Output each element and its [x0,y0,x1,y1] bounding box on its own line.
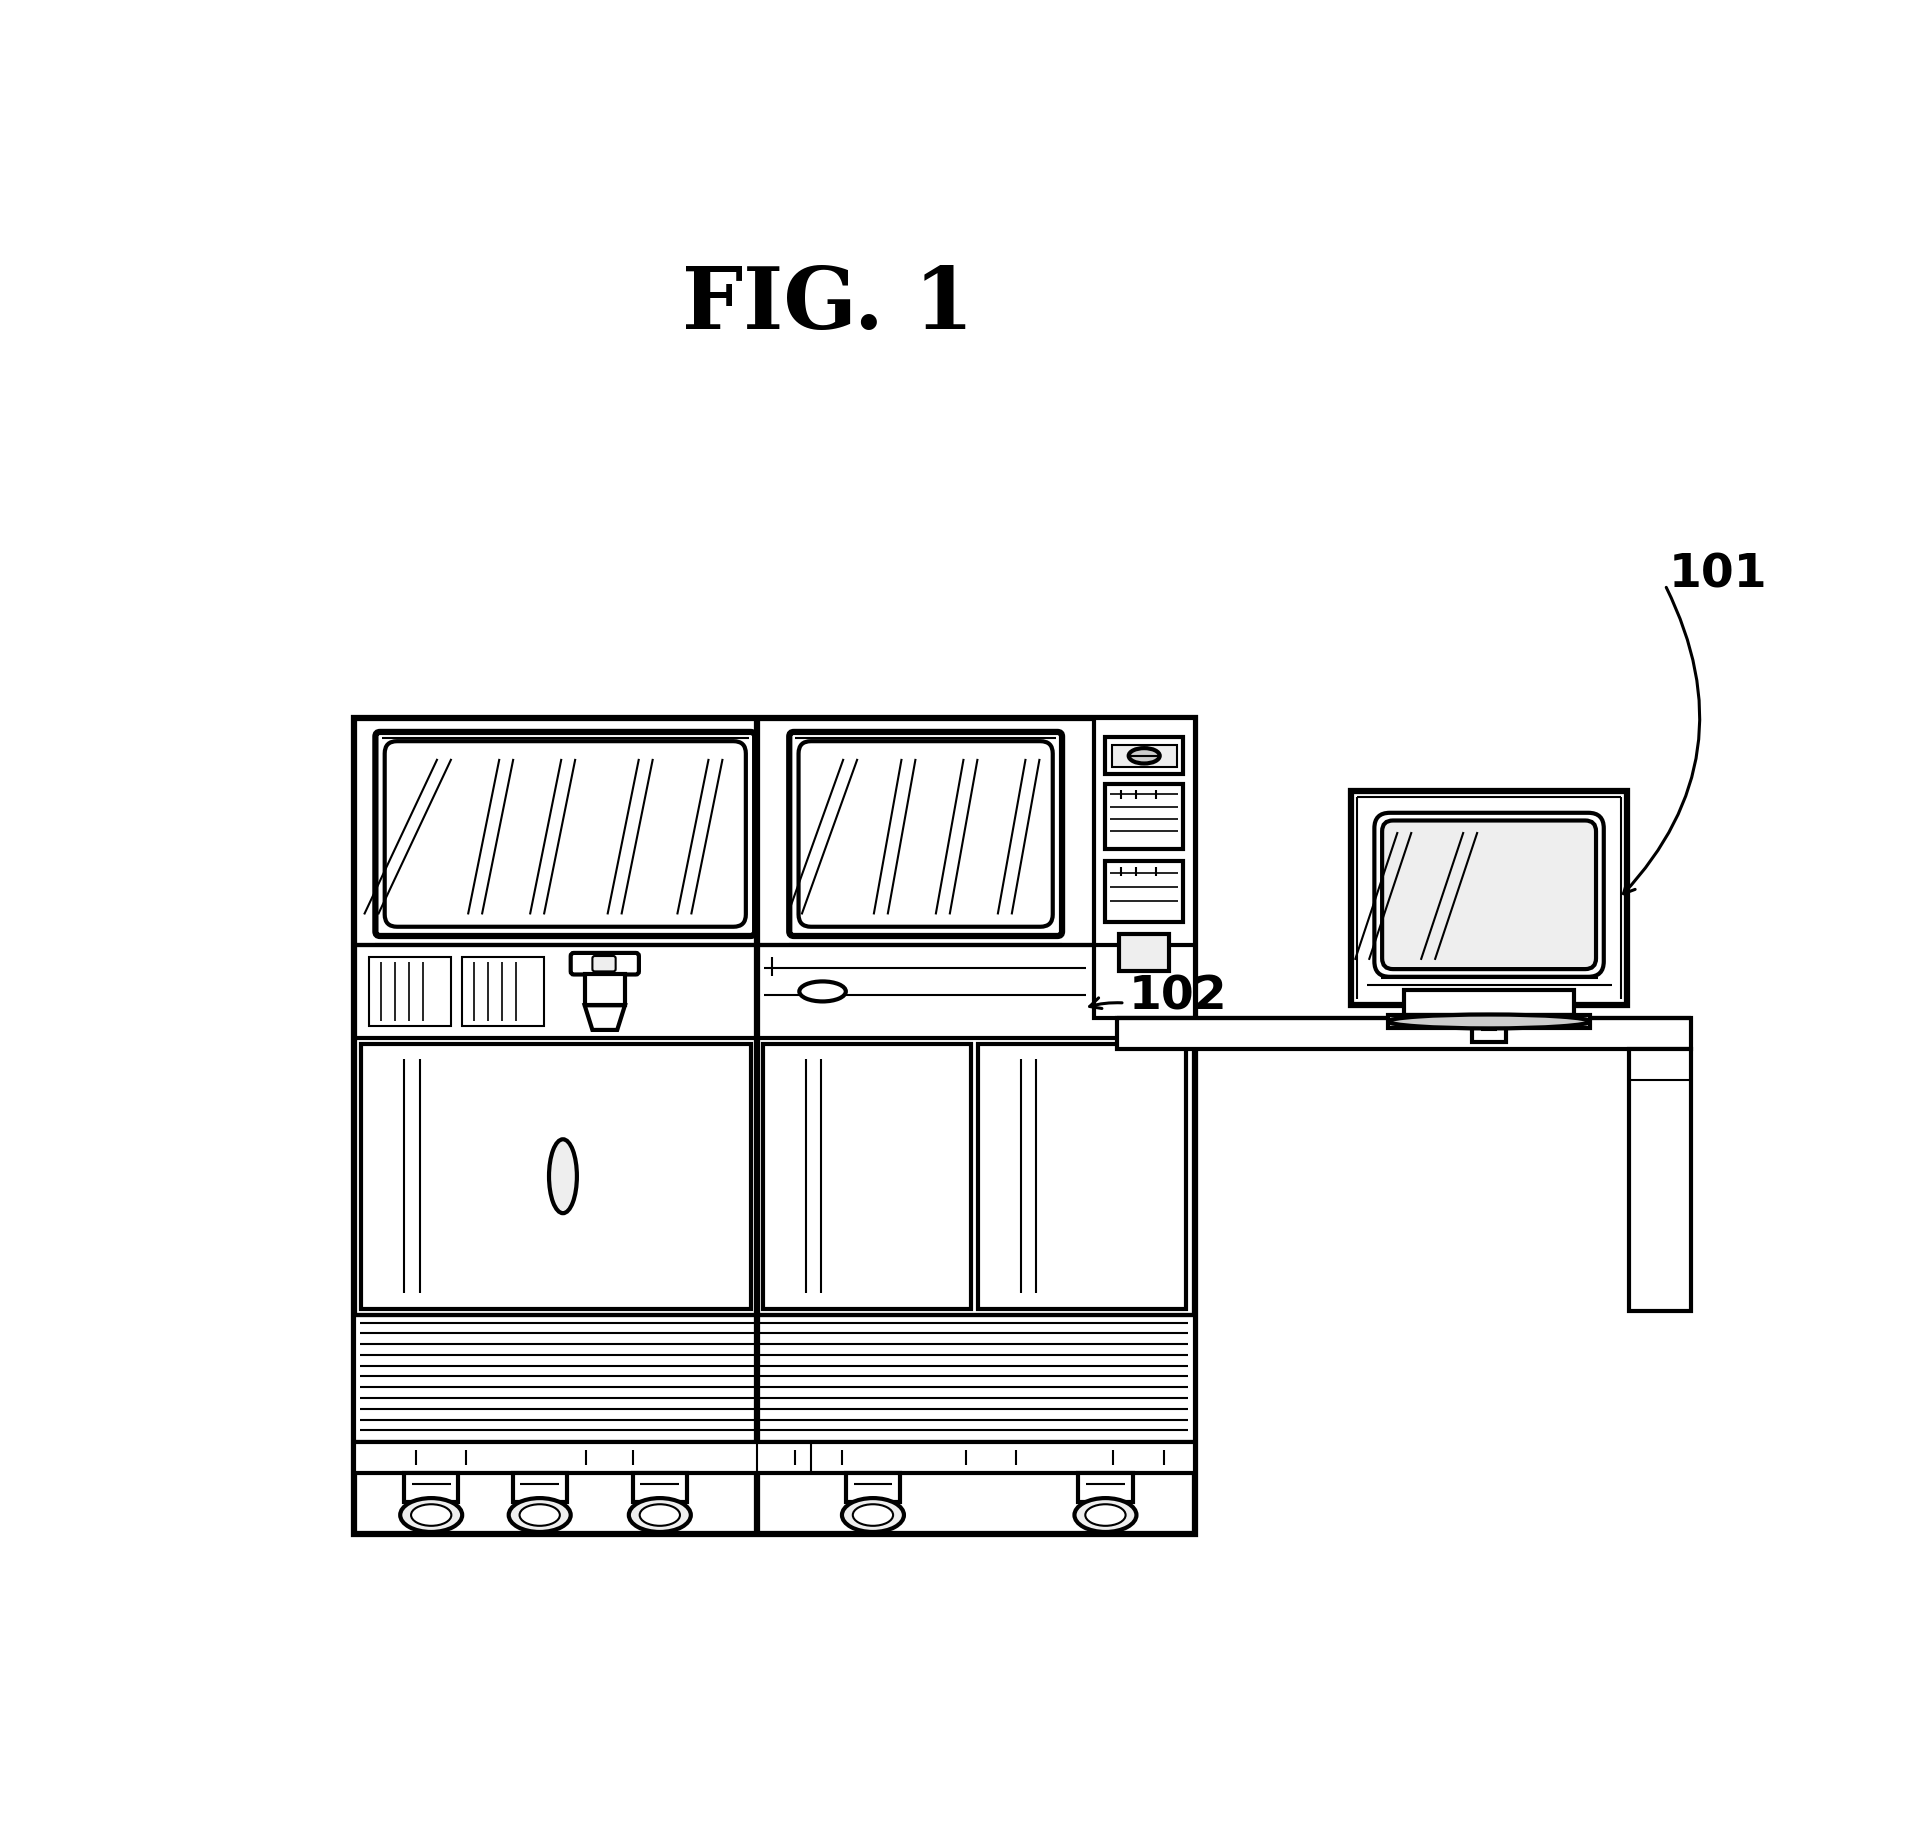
Bar [354,1443,1195,1474]
FancyBboxPatch shape [1382,820,1597,970]
Bar [354,718,1195,1534]
Bar [763,1044,971,1309]
Bar [1403,990,1574,1015]
FancyBboxPatch shape [384,741,746,928]
FancyBboxPatch shape [593,957,616,971]
Bar [1629,1050,1690,1311]
Ellipse shape [411,1505,451,1527]
Ellipse shape [520,1505,560,1527]
Ellipse shape [1075,1497,1136,1532]
Ellipse shape [1086,1505,1126,1527]
Ellipse shape [629,1497,690,1532]
Bar [1117,1019,1690,1050]
Ellipse shape [1388,1015,1589,1028]
Bar [1352,791,1627,1006]
Ellipse shape [841,1497,904,1532]
Ellipse shape [641,1505,681,1527]
Bar [361,1044,751,1309]
Bar [354,1315,1195,1443]
Bar [369,957,451,1026]
Bar [585,975,625,1006]
Bar [633,1474,686,1503]
FancyBboxPatch shape [1375,813,1604,977]
FancyBboxPatch shape [570,953,639,975]
Ellipse shape [1128,749,1161,763]
Ellipse shape [853,1505,893,1527]
Bar [512,1474,566,1503]
FancyBboxPatch shape [790,732,1061,937]
Ellipse shape [799,981,845,1001]
Bar [1094,718,1195,1019]
Bar [977,1044,1185,1309]
FancyBboxPatch shape [375,732,755,937]
Text: 101: 101 [1669,551,1767,597]
Ellipse shape [509,1497,570,1532]
FancyBboxPatch shape [799,741,1054,928]
Bar [1388,1015,1589,1028]
Bar [1472,1006,1507,1043]
Text: 102: 102 [1128,975,1228,1019]
Bar [1119,933,1168,971]
Ellipse shape [549,1139,577,1212]
Bar [403,1474,459,1503]
Polygon shape [585,1006,625,1030]
Text: FIG. 1: FIG. 1 [683,263,973,347]
Bar [1105,860,1184,922]
Bar [845,1474,901,1503]
Bar [463,957,543,1026]
Bar [1078,1474,1132,1503]
Bar [1105,783,1184,849]
Bar [1111,745,1176,767]
Bar [1105,738,1184,774]
Ellipse shape [400,1497,463,1532]
